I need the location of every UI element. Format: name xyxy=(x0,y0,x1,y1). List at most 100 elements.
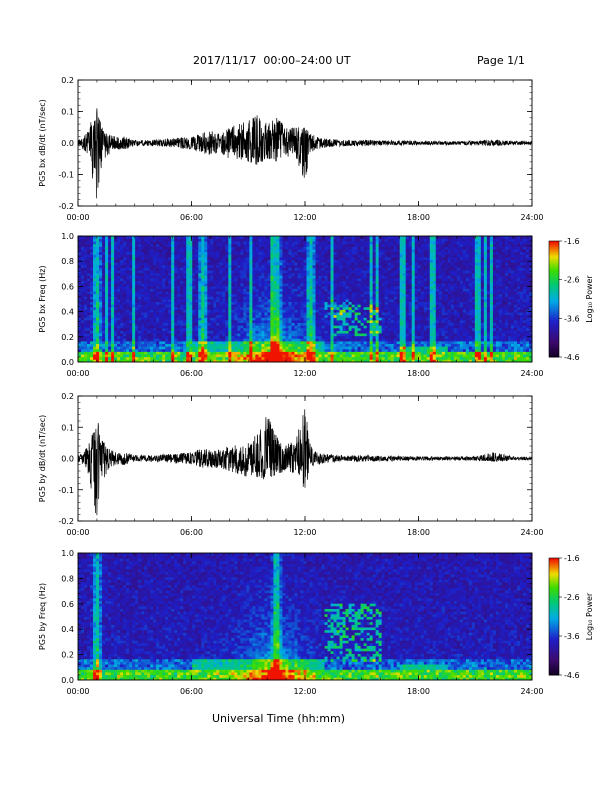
spectrogram-cell xyxy=(111,335,115,339)
spectrogram-cell xyxy=(252,322,256,326)
spectrogram-cell xyxy=(366,335,371,339)
spectrogram-cell xyxy=(378,280,383,284)
spectrogram-cell xyxy=(249,283,253,287)
spectrogram-cell xyxy=(315,356,319,360)
spectrogram-cell xyxy=(300,322,304,326)
spectrogram-cell xyxy=(294,309,298,313)
spectrogram-cell xyxy=(321,346,325,350)
spectrogram-cell xyxy=(267,301,271,305)
spectrogram-cell xyxy=(315,341,319,345)
spectrogram-cell xyxy=(264,335,268,339)
spectrogram-cell xyxy=(87,283,91,287)
spectrogram-cell xyxy=(333,335,337,339)
spectrogram-cell xyxy=(288,249,292,253)
spectrogram-cell xyxy=(180,322,184,326)
spectrogram-cell xyxy=(324,306,328,310)
spectrogram-cell xyxy=(165,236,169,240)
spectrogram-cell xyxy=(201,238,205,242)
spectrogram-cell xyxy=(156,354,160,358)
spectrogram-cell xyxy=(84,288,88,292)
spectrogram-cell xyxy=(165,325,169,329)
spectrogram-cell xyxy=(141,327,145,331)
spectrogram-cell xyxy=(264,343,268,347)
spectrogram-cell xyxy=(363,288,368,292)
spectrogram-cell xyxy=(264,270,268,274)
spectrogram-cell xyxy=(270,288,274,292)
spectrogram-cell xyxy=(225,343,229,347)
spectrogram-cell xyxy=(264,309,268,313)
spectrogram-cell xyxy=(183,262,187,266)
spectrogram-cell xyxy=(138,314,142,318)
spectrogram-cell xyxy=(105,291,109,295)
spectrogram-cell xyxy=(87,309,91,313)
spectrogram-cell xyxy=(213,320,217,324)
spectrogram-cell xyxy=(303,314,307,318)
spectrogram-cell xyxy=(159,249,163,253)
spectrogram-cell xyxy=(330,246,334,250)
spectrogram-cell xyxy=(303,280,307,284)
spectrogram-cell xyxy=(285,291,289,295)
spectrogram-cell xyxy=(180,296,184,300)
spectrogram-cell xyxy=(141,259,145,263)
spectrogram-cell xyxy=(261,343,265,347)
spectrogram-cell xyxy=(81,275,85,279)
spectrogram-cell xyxy=(234,306,238,310)
spectrogram-cell xyxy=(345,267,349,271)
spectrogram-cell xyxy=(306,338,310,342)
spectrogram-cell xyxy=(273,346,277,350)
spectrogram-cell xyxy=(84,291,88,295)
spectrogram-cell xyxy=(132,283,136,287)
spectrogram-cell xyxy=(279,314,283,318)
spectrogram-cell xyxy=(165,238,169,242)
spectrogram-cell xyxy=(357,359,362,363)
spectrogram-cell xyxy=(303,322,307,326)
spectrogram-cell xyxy=(312,291,316,295)
spectrogram-cell xyxy=(177,264,181,268)
spectrogram-cell xyxy=(171,327,175,331)
spectrogram-cell xyxy=(90,241,94,245)
spectrogram-cell xyxy=(297,330,301,334)
spectrogram-cell xyxy=(327,278,331,282)
spectrogram-cell xyxy=(222,309,226,313)
spectrogram-cell xyxy=(369,254,374,258)
spectrogram-cell xyxy=(264,330,268,334)
spectrogram-cell xyxy=(300,278,304,282)
spectrogram-cell xyxy=(84,338,88,342)
spectrogram-cell xyxy=(366,236,371,240)
spectrogram-cell xyxy=(378,296,383,300)
spectrogram-cell xyxy=(222,351,226,355)
spectrogram-cell xyxy=(87,288,91,292)
spectrogram-cell xyxy=(339,241,343,245)
spectrogram-cell xyxy=(261,341,265,345)
spectrogram-cell xyxy=(120,356,124,360)
spectrogram-cell xyxy=(267,251,271,255)
spectrogram-cell xyxy=(108,346,112,350)
spectrogram-cell xyxy=(90,304,94,308)
spectrogram-cell xyxy=(378,293,383,297)
spectrogram-cell xyxy=(183,333,187,337)
spectrogram-cell xyxy=(240,338,244,342)
spectrogram-cell xyxy=(120,291,124,295)
spectrogram-cell xyxy=(306,264,310,268)
spectrogram-cell xyxy=(294,348,298,352)
spectrogram-cell xyxy=(303,241,307,245)
spectrogram-cell xyxy=(159,283,163,287)
spectrogram-cell xyxy=(339,236,343,240)
spectrogram-cell xyxy=(336,254,340,258)
spectrogram-cell xyxy=(255,264,259,268)
spectrogram-cell xyxy=(216,346,220,350)
spectrogram-cell xyxy=(336,296,340,300)
spectrogram-cell xyxy=(126,356,130,360)
spectrogram-cell xyxy=(84,320,88,324)
spectrogram-cell xyxy=(123,251,127,255)
spectrogram-cell xyxy=(102,241,106,245)
spectrogram-cell xyxy=(99,341,103,345)
spectrogram-cell xyxy=(186,243,190,247)
spectrogram-cell xyxy=(270,283,274,287)
spectrogram-cell xyxy=(231,262,235,266)
spectrogram-cell xyxy=(354,278,359,282)
spectrogram-cell xyxy=(282,325,286,329)
spectrogram-cell xyxy=(246,304,250,308)
spectrogram-cell xyxy=(78,333,82,337)
spectrogram-cell xyxy=(339,249,343,253)
